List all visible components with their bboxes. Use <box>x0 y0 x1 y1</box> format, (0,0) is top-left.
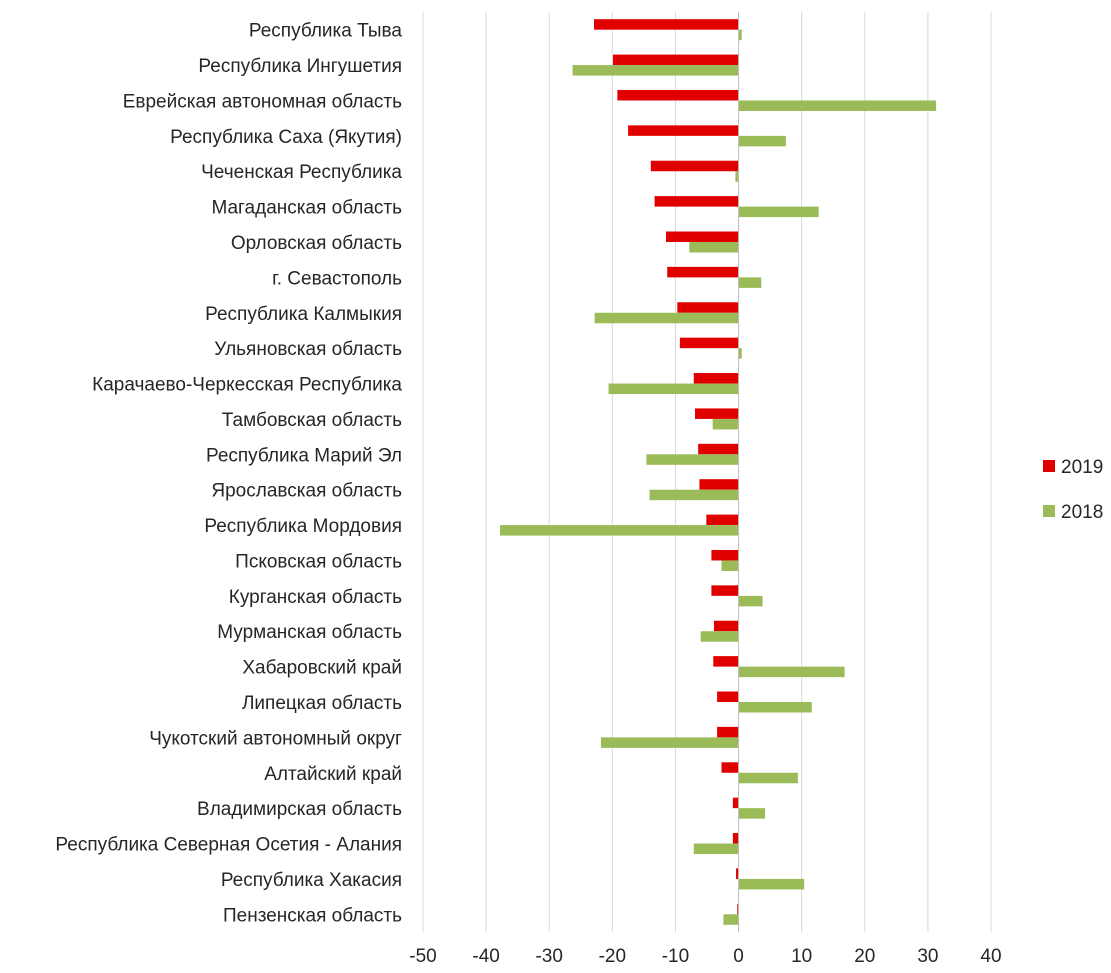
bar-2018-15 <box>721 560 739 571</box>
bar-2019-12 <box>698 443 739 455</box>
category-label: Тамбовская область <box>222 410 402 431</box>
bar-2018-20 <box>600 737 739 748</box>
x-tick-label: -30 <box>535 946 562 967</box>
bar-2018-9 <box>738 348 742 359</box>
legend-label-2018: 2018 <box>1061 502 1103 523</box>
legend-swatch-2018 <box>1043 505 1055 517</box>
category-label: Владимирская область <box>197 799 402 820</box>
bar-2019-20 <box>717 726 739 738</box>
x-tick-label: -20 <box>599 946 626 967</box>
bar-2019-17 <box>713 620 739 632</box>
category-label: Пензенская область <box>223 905 402 926</box>
bar-2019-0 <box>594 19 739 30</box>
bar-2018-23 <box>693 843 739 855</box>
bar-2019-1 <box>612 54 739 66</box>
category-label: Алтайский край <box>264 764 402 785</box>
x-tick-label: 10 <box>791 946 812 967</box>
x-tick-label: -10 <box>662 946 689 967</box>
category-label: Чукотский автономный округ <box>149 728 402 749</box>
category-label: Ярославская область <box>211 481 402 502</box>
x-tick-label: 40 <box>980 946 1001 967</box>
bar-2019-24 <box>736 868 739 879</box>
category-labels: Республика Тыва Республика Ингушетия Еврей… <box>55 21 402 927</box>
bar-2018-13 <box>649 489 739 501</box>
category-label: Республика Саха (Якутия) <box>170 127 402 148</box>
x-tick-label: -40 <box>472 946 499 967</box>
bar-2019-8 <box>677 302 739 313</box>
category-label: Курганская область <box>229 587 402 608</box>
category-label: Мурманская область <box>217 622 402 643</box>
x-tick-label: 0 <box>733 946 744 967</box>
bar-2018-25 <box>723 914 739 925</box>
category-label: Магаданская область <box>211 198 402 219</box>
x-tick-labels: -50 -40 -30 -20 -10 0 10 20 30 40 <box>409 946 1001 967</box>
category-label: Еврейская автономная область <box>123 91 402 112</box>
bars <box>499 19 937 925</box>
category-label: Ульяновская область <box>214 339 402 360</box>
bar-2018-7 <box>738 277 762 288</box>
category-label: Орловская область <box>231 233 402 254</box>
category-label: Республика Марий Эл <box>206 445 402 466</box>
bar-2019-10 <box>693 373 739 384</box>
category-label: Республика Ингушетия <box>198 56 402 77</box>
bar-2019-14 <box>706 514 739 526</box>
bar-2018-17 <box>700 631 739 642</box>
legend-swatch-2019 <box>1043 460 1055 472</box>
bar-2018-1 <box>572 65 739 76</box>
bar-2019-6 <box>665 231 739 242</box>
bar-2018-10 <box>608 383 739 395</box>
category-label: Республика Мордовия <box>204 516 402 537</box>
bar-2018-22 <box>738 808 766 819</box>
bar-2019-21 <box>721 762 739 773</box>
x-tick-label: 20 <box>854 946 875 967</box>
category-label: г. Севастополь <box>272 268 402 289</box>
category-label: Чеченская Республика <box>201 162 402 183</box>
bar-2019-15 <box>711 549 739 561</box>
bar-2018-11 <box>712 418 739 430</box>
legend-label-2019: 2019 <box>1061 457 1103 478</box>
bar-2019-4 <box>650 160 739 172</box>
category-label: Республика Калмыкия <box>205 304 402 325</box>
category-label: Псковская область <box>235 551 402 572</box>
bar-2018-14 <box>499 525 739 536</box>
bar-2018-12 <box>646 454 739 465</box>
bar-2018-21 <box>738 772 798 784</box>
category-label: Республика Хакасия <box>221 870 402 891</box>
bar-2018-3 <box>738 135 786 147</box>
legend: 2019 2018 <box>1043 457 1103 523</box>
bar-2019-25 <box>737 903 739 915</box>
bar-2019-5 <box>654 196 739 207</box>
bar-2018-18 <box>738 666 845 678</box>
category-label: Республика Тыва <box>249 21 403 42</box>
x-tick-label: 30 <box>917 946 938 967</box>
category-label: Хабаровский край <box>242 658 402 679</box>
bar-2019-11 <box>695 408 739 419</box>
bar-2019-3 <box>628 125 739 136</box>
bar-2019-2 <box>617 89 739 101</box>
x-tick-label: -50 <box>409 946 436 967</box>
bar-2019-7 <box>667 266 739 278</box>
bar-2018-2 <box>738 100 937 111</box>
bar-2019-16 <box>711 585 739 596</box>
category-label: Карачаево-Черкесская Республика <box>92 375 402 396</box>
gridlines <box>422 12 992 932</box>
bar-2019-18 <box>713 656 739 667</box>
bar-2018-8 <box>594 312 739 324</box>
category-label: Липецкая область <box>242 693 402 714</box>
bar-2019-23 <box>732 833 739 844</box>
bar-2018-16 <box>738 595 763 607</box>
bar-2018-0 <box>738 29 742 41</box>
bar-2018-4 <box>735 171 739 182</box>
bar-2018-24 <box>738 878 805 890</box>
bar-2018-5 <box>738 206 819 218</box>
bar-2019-22 <box>732 797 739 809</box>
category-label: Республика Северная Осетия - Алания <box>55 835 402 856</box>
bar-2019-9 <box>679 337 739 349</box>
bar-2018-19 <box>738 702 812 713</box>
bar-2019-19 <box>717 691 739 702</box>
bar-2019-13 <box>699 479 739 490</box>
bar-2018-6 <box>689 242 739 253</box>
